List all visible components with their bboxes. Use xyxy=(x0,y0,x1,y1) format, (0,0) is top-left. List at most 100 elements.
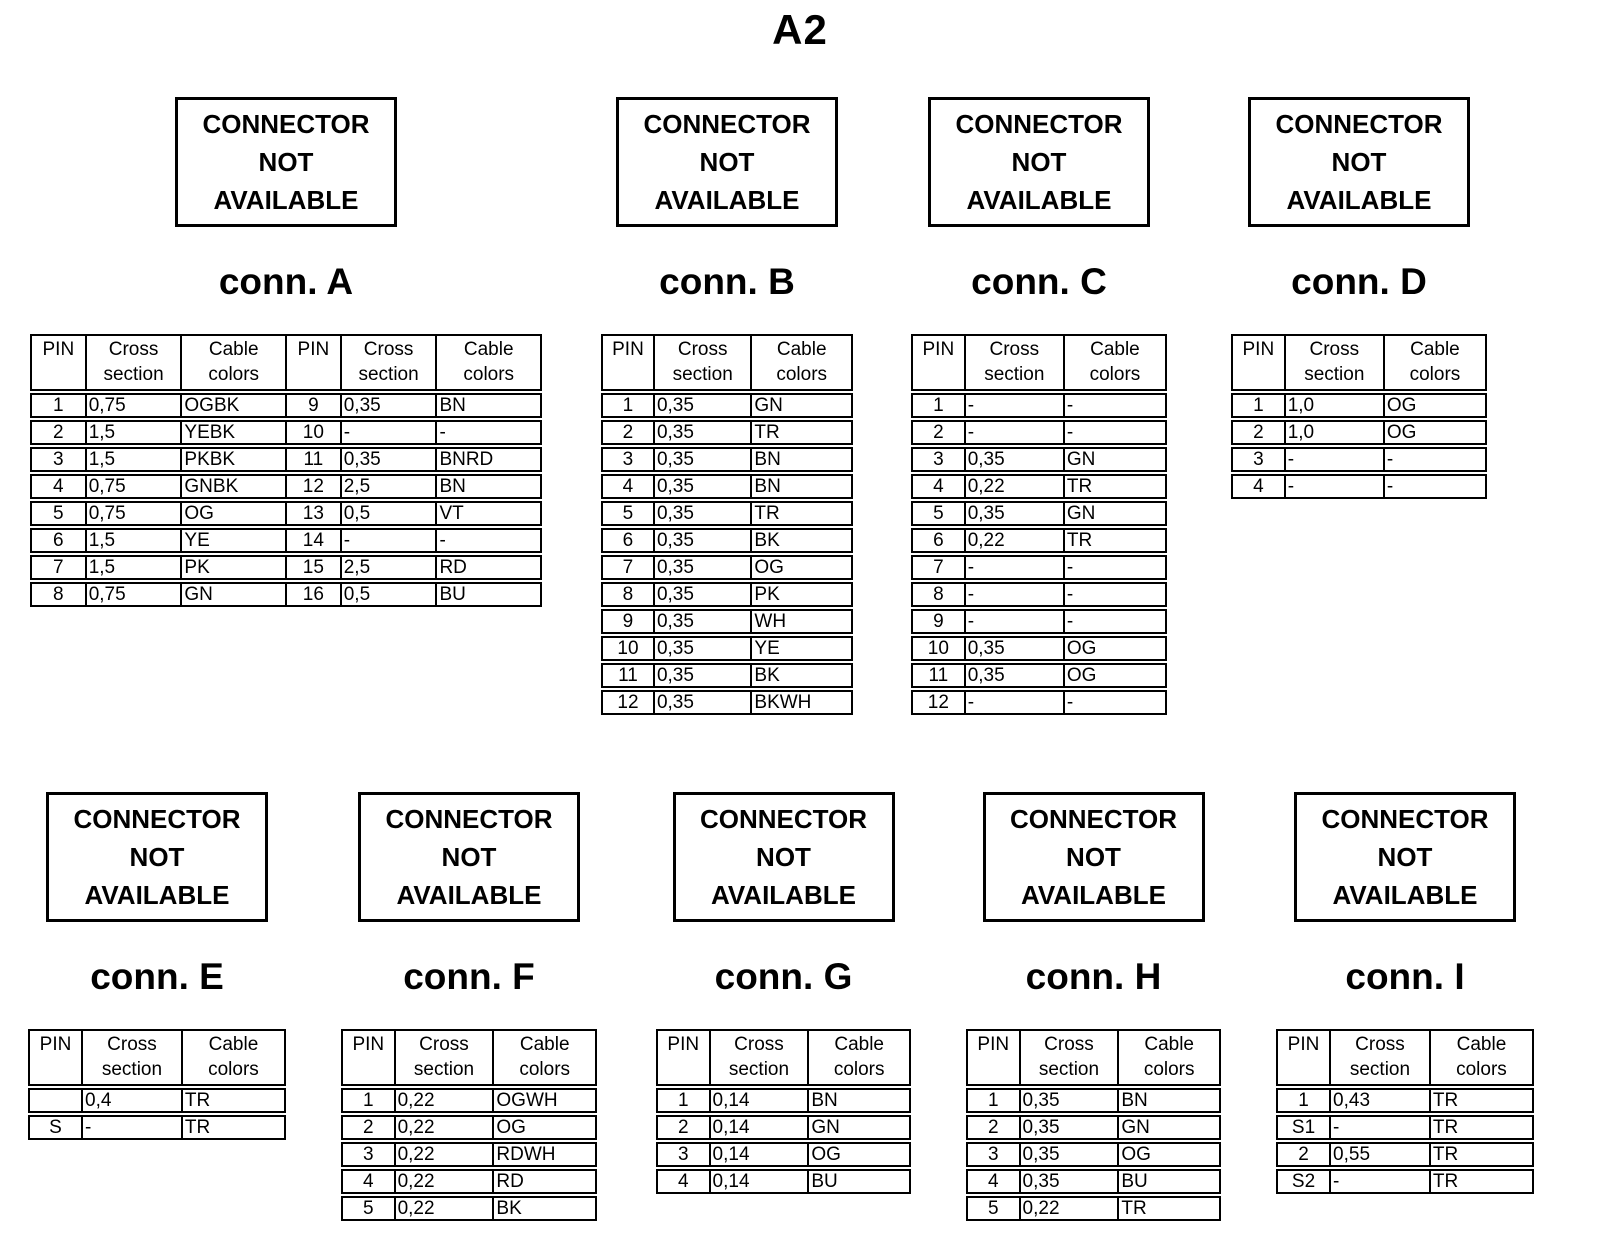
cable-colors-cell: GN xyxy=(752,393,853,418)
cable-colors-cell: BU xyxy=(809,1169,911,1194)
cross-section-cell: - xyxy=(965,690,1065,715)
pin-cell: 4 xyxy=(341,1169,396,1194)
cross-section-cell: 0,35 xyxy=(654,474,753,499)
pin-cell: 4 xyxy=(30,474,87,499)
pin-row: 4 0,14 BU xyxy=(656,1169,911,1194)
cable-colors-header: Cable colors xyxy=(1064,334,1167,391)
cable-colors-cell: BU xyxy=(1119,1169,1221,1194)
pin-row: 10 0,35 YE xyxy=(601,636,853,661)
pin-table: PIN Cross section Cable colors 1 0,35 GN 2 0… xyxy=(601,332,853,717)
pin-row: 11 0,35 OG xyxy=(911,663,1167,688)
pin-table-body: 1 0,43 TR S1- TR 2 0,55 TR S2- TR xyxy=(1276,1088,1534,1194)
pin-cell: 1 xyxy=(601,393,655,418)
pin-row: 4 0,35 BN xyxy=(601,474,853,499)
cross-section-cell: 0,35 xyxy=(341,447,438,472)
pin-row: S1- TR xyxy=(1276,1115,1534,1140)
pin-table-body: 1 1,0 OG 2 1,0 OG 3- -4- - xyxy=(1231,393,1487,499)
pin-cell: 5 xyxy=(30,501,87,526)
pin-row: 3 0,35 GN xyxy=(911,447,1167,472)
cross-section-cell: 0,14 xyxy=(710,1088,810,1113)
cable-colors-cell: BN xyxy=(809,1088,911,1113)
pin-cell: 10 xyxy=(911,636,966,661)
pin-cell: 7 xyxy=(601,555,655,580)
connector-label: conn. G xyxy=(714,956,853,997)
cross-section-cell: - xyxy=(83,1115,183,1140)
cross-section-cell: - xyxy=(965,393,1065,418)
pin-cell: 2 xyxy=(601,420,655,445)
cross-section-cell: - xyxy=(965,555,1065,580)
cable-colors-cell: - xyxy=(437,528,542,553)
pin-table-header: PIN Cross section Cable colors xyxy=(28,1029,286,1086)
cable-colors-cell: BN xyxy=(437,393,542,418)
cable-colors-cell: TR xyxy=(1064,474,1167,499)
cable-colors-cell: OG xyxy=(1064,636,1167,661)
cross-section-cell: 1,5 xyxy=(86,447,183,472)
cross-section-cell: 0,22 xyxy=(395,1088,495,1113)
cable-colors-cell: RD xyxy=(494,1169,597,1194)
cross-section-header: Cross section xyxy=(1020,1029,1120,1086)
na-line-2: NOT xyxy=(1377,842,1433,872)
cross-section-header: Cross section xyxy=(1331,1029,1431,1086)
pin-row: 3 0,35 BN xyxy=(601,447,853,472)
cable-colors-cell: TR xyxy=(1430,1088,1534,1113)
cable-colors-cell: OG xyxy=(494,1115,597,1140)
cross-section-cell: - xyxy=(965,609,1065,634)
cross-section-cell: 0,75 xyxy=(86,474,183,499)
connector-group-f: CONNECTOR NOT AVAILABLE conn. F PIN Cros… xyxy=(341,792,597,1223)
cross-section-cell: - xyxy=(1331,1169,1431,1194)
pin-cell: 3 xyxy=(30,447,87,472)
cable-colors-cell: YE xyxy=(752,636,853,661)
pin-row: 1-- xyxy=(911,393,1167,418)
pin-cell: 3 xyxy=(911,447,966,472)
pin-row: 6 0,35 BK xyxy=(601,528,853,553)
pin-cell: 2 xyxy=(1276,1142,1332,1167)
pin-table: PIN Cross section Cable colors 1 0,43 TR S1… xyxy=(1276,1027,1534,1196)
pin-row: 3 0,35 OG xyxy=(966,1142,1221,1167)
connector-not-available-box: CONNECTOR NOT AVAILABLE xyxy=(1248,97,1470,227)
cross-section-header: Cross section xyxy=(86,334,183,391)
pin-header: PIN xyxy=(911,334,966,391)
pin-cell: 3 xyxy=(341,1142,396,1167)
cable-colors-cell: OGWH xyxy=(494,1088,597,1113)
pin-cell: 7 xyxy=(30,555,87,580)
pin-cell: 9 xyxy=(911,609,966,634)
pin-cell: 1 xyxy=(1231,393,1286,418)
cable-colors-cell: GN xyxy=(809,1115,911,1140)
pin-cell: 3 xyxy=(1231,447,1286,472)
cross-section-cell: 0,75 xyxy=(86,501,183,526)
pin-row: 3 1,5 PKBK 11 0,35 BNRD xyxy=(30,447,542,472)
na-line-3: AVAILABLE xyxy=(711,880,856,910)
pin-cell: 6 xyxy=(30,528,87,553)
pin-row: 10 0,35 OG xyxy=(911,636,1167,661)
pin-table-header: PIN Cross section Cable colors xyxy=(1276,1029,1534,1086)
pin-cell: 5 xyxy=(341,1196,396,1221)
cross-section-header: Cross section xyxy=(710,1029,810,1086)
cable-colors-cell: GN xyxy=(182,582,288,607)
pin-row: 5 0,22 BK xyxy=(341,1196,597,1221)
cable-colors-cell: OG xyxy=(752,555,853,580)
pin-cell: 4 xyxy=(656,1169,711,1194)
pin-cell: 1 xyxy=(341,1088,396,1113)
pin-cell: 11 xyxy=(287,447,342,472)
cable-colors-cell: BU xyxy=(437,582,542,607)
cross-section-cell: 0,43 xyxy=(1331,1088,1431,1113)
pin-row: 1 0,22 OGWH xyxy=(341,1088,597,1113)
pin-row: 7-- xyxy=(911,555,1167,580)
cable-colors-header: Cable colors xyxy=(1430,1029,1534,1086)
pin-row: 5 0,22 TR xyxy=(966,1196,1221,1221)
cross-section-cell: 0,75 xyxy=(86,582,183,607)
pin-cell: 9 xyxy=(601,609,655,634)
pin-cell: 1 xyxy=(656,1088,711,1113)
pin-table-header: PIN Cross section Cable colors PIN Cross… xyxy=(30,334,542,391)
pin-table: PIN Cross section Cable colors 1 0,22 OGWH… xyxy=(341,1027,597,1223)
cross-section-header: Cross section xyxy=(341,334,438,391)
pin-header: PIN xyxy=(28,1029,84,1086)
pin-cell xyxy=(28,1088,84,1113)
cross-section-cell: 1,0 xyxy=(1285,393,1385,418)
cable-colors-cell: - xyxy=(1064,582,1167,607)
pin-header: PIN xyxy=(30,334,87,391)
pin-row: 3-- xyxy=(1231,447,1487,472)
pin-cell: 5 xyxy=(601,501,655,526)
cable-colors-header: Cable colors xyxy=(437,334,542,391)
pin-cell: 2 xyxy=(1231,420,1286,445)
